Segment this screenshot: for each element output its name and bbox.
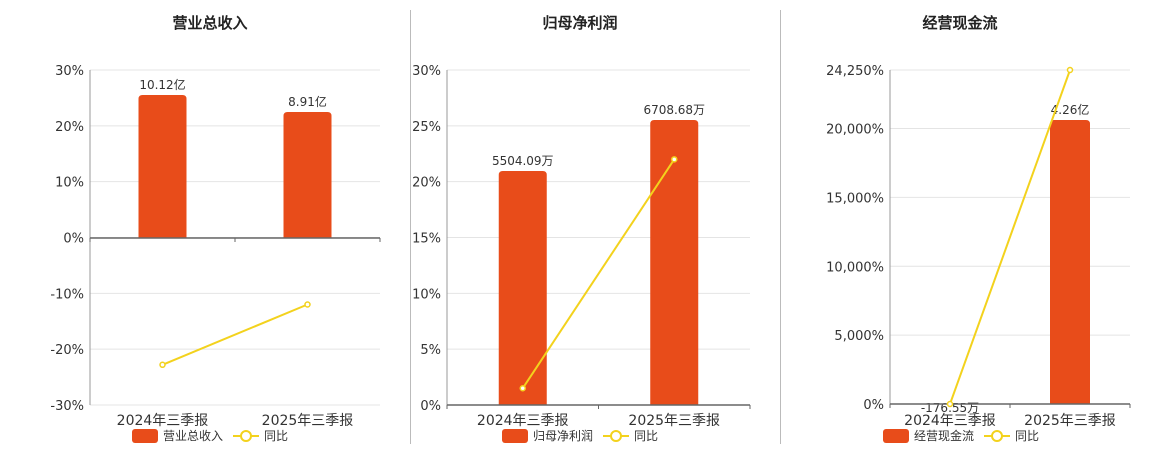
series-line-yoy xyxy=(162,303,308,366)
line-point xyxy=(159,361,166,369)
y-tick-label: 25% xyxy=(412,120,441,135)
legend-swatch-bar xyxy=(883,429,909,443)
x-tick-label: 2024年三季报 xyxy=(904,413,996,429)
legend-label-bar: 归母净利润 xyxy=(533,429,593,443)
legend-swatch-bar xyxy=(132,429,158,443)
bar xyxy=(138,95,187,238)
chart-title: 经营现金流 xyxy=(922,14,997,32)
chart-panel-2: 归母净利润 30% 25% 20% 15% 10% 5% 0% 5504.09万 6708.68万… xyxy=(412,14,751,443)
panel-divider xyxy=(410,10,411,444)
bar-data-label: 8.91亿 xyxy=(288,94,327,109)
bar-data-label: 6708.68万 xyxy=(643,103,705,117)
y-tick-label: -30% xyxy=(50,399,84,414)
y-tick-label: 20,000% xyxy=(826,123,884,138)
y-tick-label: 20% xyxy=(55,120,84,135)
legend-swatch-bar xyxy=(502,429,528,443)
line-point xyxy=(671,156,678,163)
y-tick-label: 30% xyxy=(55,64,84,79)
y-tick-label: 15% xyxy=(412,232,441,247)
y-tick-label: 15,000% xyxy=(826,191,884,206)
y-tick-label: 20% xyxy=(412,176,441,191)
y-tick-label: 10,000% xyxy=(826,260,884,275)
panel-divider xyxy=(780,10,781,444)
y-tick-label: -10% xyxy=(50,287,84,302)
y-tick-label: 0% xyxy=(420,399,441,414)
bar xyxy=(650,120,699,405)
y-tick-label: 5,000% xyxy=(834,329,884,344)
y-tick-label: 10% xyxy=(412,287,441,302)
y-tick-label: 24,250% xyxy=(826,64,884,79)
legend-swatch-point xyxy=(240,430,252,442)
bar-data-label: 10.12亿 xyxy=(139,77,185,92)
x-tick-label: 2024年三季报 xyxy=(477,413,569,429)
chart-panel-3: 经营现金流 24,250% 20,000% 15,000% 10,000% 5,000% 0… xyxy=(826,14,1131,443)
bar xyxy=(283,112,332,238)
y-tick-label: -20% xyxy=(50,343,84,358)
line-point xyxy=(1066,66,1074,74)
legend-label-line: 同比 xyxy=(264,429,288,443)
bar-data-label: 5504.09万 xyxy=(492,154,554,168)
line-point xyxy=(519,385,526,392)
y-tick-label: 30% xyxy=(412,64,441,79)
chart-panel-1: 营业总收入 30% 20% 10% 0% -10% -20% -30% 10.12亿 8.91亿 2… xyxy=(50,14,381,443)
bar xyxy=(498,171,547,405)
legend-label-line: 同比 xyxy=(634,429,658,443)
y-tick-label: 0% xyxy=(63,232,84,247)
bar xyxy=(1050,120,1090,404)
x-tick-label: 2025年三季报 xyxy=(628,413,720,429)
series-line-yoy xyxy=(949,69,1071,405)
line-point xyxy=(946,400,954,408)
x-tick-label: 2025年三季报 xyxy=(1024,413,1116,429)
x-tick-label: 2024年三季报 xyxy=(117,413,209,429)
chart-title: 归母净利润 xyxy=(542,14,617,32)
series-line-yoy xyxy=(521,158,676,389)
bar-data-label: 4.26亿 xyxy=(1051,102,1090,117)
legend-swatch-point xyxy=(610,430,622,442)
legend-label-line: 同比 xyxy=(1015,429,1039,443)
y-tick-label: 5% xyxy=(420,343,441,358)
x-tick-label: 2025年三季报 xyxy=(262,413,354,429)
legend-label-bar: 经营现金流 xyxy=(914,428,974,443)
legend-swatch-point xyxy=(991,430,1003,442)
legend-label-bar: 营业总收入 xyxy=(163,429,223,443)
y-tick-label: 0% xyxy=(863,398,884,413)
chart-title: 营业总收入 xyxy=(172,14,247,32)
line-point xyxy=(304,301,311,308)
y-tick-label: 10% xyxy=(55,176,84,191)
